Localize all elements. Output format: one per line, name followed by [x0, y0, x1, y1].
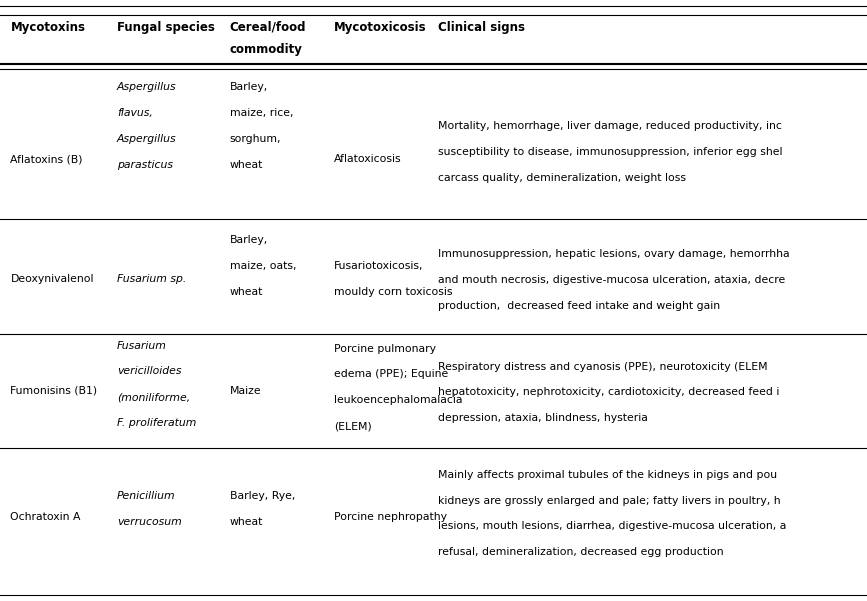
Text: Porcine nephropathy: Porcine nephropathy: [334, 512, 447, 522]
Text: Barley,: Barley,: [230, 82, 268, 92]
Text: Fusariotoxicosis,: Fusariotoxicosis,: [334, 261, 423, 271]
Text: Mycotoxicosis: Mycotoxicosis: [334, 20, 427, 34]
Text: (ELEM): (ELEM): [334, 421, 372, 431]
Text: Immunosuppression, hepatic lesions, ovary damage, hemorrhha: Immunosuppression, hepatic lesions, ovar…: [438, 249, 790, 259]
Text: maize, rice,: maize, rice,: [230, 108, 293, 118]
Text: Maize: Maize: [230, 386, 261, 395]
Text: Fusarium: Fusarium: [117, 341, 167, 350]
Text: Fungal species: Fungal species: [117, 20, 215, 34]
Text: Barley, Rye,: Barley, Rye,: [230, 491, 295, 501]
Text: Porcine pulmonary: Porcine pulmonary: [334, 344, 436, 353]
Text: Mortality, hemorrhage, liver damage, reduced productivity, inc: Mortality, hemorrhage, liver damage, red…: [438, 121, 782, 131]
Text: and mouth necrosis, digestive-mucosa ulceration, ataxia, decre: and mouth necrosis, digestive-mucosa ulc…: [438, 275, 786, 285]
Text: Clinical signs: Clinical signs: [438, 20, 525, 34]
Text: Cereal/food: Cereal/food: [230, 20, 306, 34]
Text: hepatotoxicity, nephrotoxicity, cardiotoxicity, decreased feed i: hepatotoxicity, nephrotoxicity, cardioto…: [438, 388, 779, 397]
Text: carcass quality, demineralization, weight loss: carcass quality, demineralization, weigh…: [438, 173, 686, 183]
Text: F. proliferatum: F. proliferatum: [117, 418, 197, 428]
Text: depression, ataxia, blindness, hysteria: depression, ataxia, blindness, hysteria: [438, 413, 648, 423]
Text: kidneys are grossly enlarged and pale; fatty livers in poultry, h: kidneys are grossly enlarged and pale; f…: [438, 496, 780, 505]
Text: sorghum,: sorghum,: [230, 134, 281, 144]
Text: wheat: wheat: [230, 287, 263, 297]
Text: Mainly affects proximal tubules of the kidneys in pigs and pou: Mainly affects proximal tubules of the k…: [438, 470, 777, 480]
Text: Aflatoxicosis: Aflatoxicosis: [334, 154, 401, 164]
Text: Aspergillus: Aspergillus: [117, 134, 177, 144]
Text: Fusarium sp.: Fusarium sp.: [117, 275, 186, 284]
Text: commodity: commodity: [230, 43, 303, 56]
Text: mouldy corn toxicosis: mouldy corn toxicosis: [334, 287, 453, 297]
Text: Fumonisins (B1): Fumonisins (B1): [10, 386, 97, 395]
Text: parasticus: parasticus: [117, 160, 173, 169]
Text: lesions, mouth lesions, diarrhea, digestive-mucosa ulceration, a: lesions, mouth lesions, diarrhea, digest…: [438, 522, 786, 531]
Text: refusal, demineralization, decreased egg production: refusal, demineralization, decreased egg…: [438, 548, 723, 557]
Text: Penicillium: Penicillium: [117, 491, 176, 501]
Text: edema (PPE); Equine: edema (PPE); Equine: [334, 370, 448, 379]
Text: wheat: wheat: [230, 160, 263, 169]
Text: Respiratory distress and cyanosis (PPE), neurotoxicity (ELEM: Respiratory distress and cyanosis (PPE),…: [438, 362, 767, 371]
Text: leukoencephalomalacia: leukoencephalomalacia: [334, 395, 462, 405]
Text: Ochratoxin A: Ochratoxin A: [10, 512, 81, 522]
Text: (moniliforme,: (moniliforme,: [117, 392, 190, 402]
Text: Mycotoxins: Mycotoxins: [10, 20, 86, 34]
Text: verrucosum: verrucosum: [117, 517, 182, 526]
Text: vericilloides: vericilloides: [117, 367, 181, 376]
Text: Aflatoxins (B): Aflatoxins (B): [10, 154, 83, 164]
Text: susceptibility to disease, immunosuppression, inferior egg shel: susceptibility to disease, immunosuppres…: [438, 147, 782, 157]
Text: Barley,: Barley,: [230, 236, 268, 245]
Text: maize, oats,: maize, oats,: [230, 261, 297, 271]
Text: wheat: wheat: [230, 517, 263, 526]
Text: production,  decreased feed intake and weight gain: production, decreased feed intake and we…: [438, 301, 720, 311]
Text: Aspergillus: Aspergillus: [117, 82, 177, 92]
Text: flavus,: flavus,: [117, 108, 153, 118]
Text: Deoxynivalenol: Deoxynivalenol: [10, 275, 94, 284]
